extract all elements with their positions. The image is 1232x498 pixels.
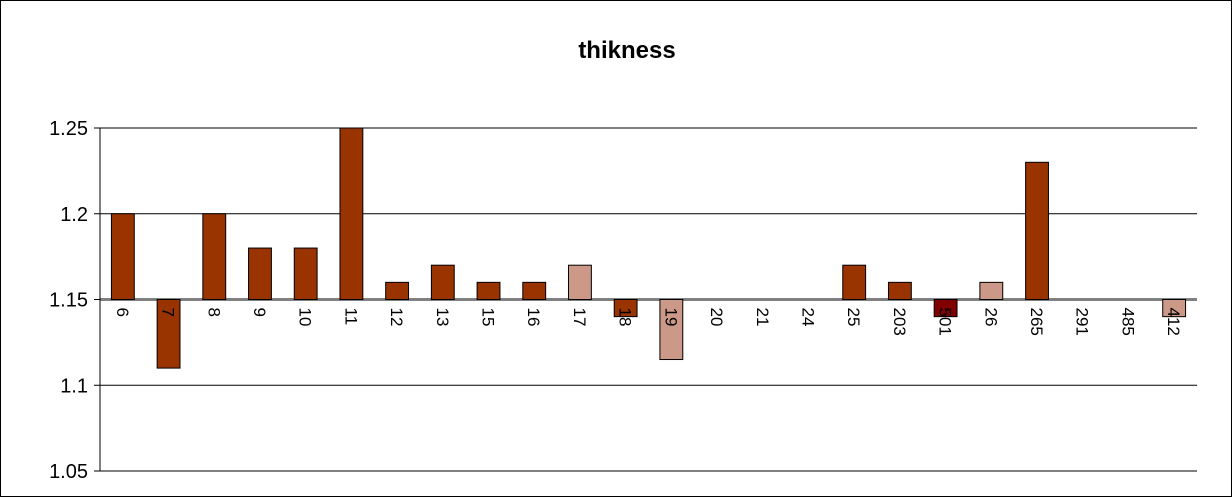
y-tick-label: 1.25 xyxy=(49,118,88,140)
bar xyxy=(156,299,181,369)
x-tick-label: 19 xyxy=(661,308,680,327)
x-tick-label: 10 xyxy=(296,308,315,327)
y-tick-label: 1.15 xyxy=(49,290,88,312)
bar xyxy=(202,213,227,300)
x-tick-label: 12 xyxy=(387,308,406,327)
x-tick-label: 15 xyxy=(479,308,498,327)
x-tick-label: 485 xyxy=(1118,308,1137,336)
bar xyxy=(476,281,501,301)
bar xyxy=(293,247,318,301)
bar xyxy=(613,299,638,318)
bar xyxy=(568,264,592,301)
bar xyxy=(248,247,272,301)
chart-title: thikness xyxy=(578,37,675,64)
bar xyxy=(385,281,410,301)
bar xyxy=(1162,299,1187,318)
y-tick-label: 1.2 xyxy=(60,204,88,226)
x-tick-label: 21 xyxy=(753,308,772,327)
x-tick-label: 203 xyxy=(890,308,909,336)
x-tick-label: 17 xyxy=(570,308,589,327)
bar xyxy=(110,213,135,300)
gridlines xyxy=(100,127,1197,472)
x-tick-label: 7 xyxy=(159,308,178,317)
x-tick-label: 24 xyxy=(798,308,817,327)
bar xyxy=(1025,161,1049,300)
x-tick-label: 11 xyxy=(341,308,360,326)
x-tick-label: 20 xyxy=(707,308,726,327)
x-tick-label: 6 xyxy=(113,308,132,317)
x-tick-label: 9 xyxy=(250,308,269,317)
x-tick-label: 13 xyxy=(433,308,452,327)
x-tick-label: 412 xyxy=(1164,308,1183,336)
bar xyxy=(842,264,867,301)
x-tick-label: 501 xyxy=(936,308,955,336)
y-tick-label: 1.1 xyxy=(60,375,88,397)
bars xyxy=(110,127,1187,369)
bar xyxy=(979,281,1004,301)
bar xyxy=(430,264,455,301)
x-tick-label: 18 xyxy=(616,308,635,327)
x-tick-label: 26 xyxy=(981,308,1000,327)
y-axis: 1.05 1.1 1.15 1.2 1.25 xyxy=(49,118,101,483)
bar xyxy=(339,127,364,300)
bar xyxy=(887,281,912,301)
x-tick-label: 25 xyxy=(844,308,863,327)
x-axis-labels: 6 7 8 9 10 11 12 13 15 16 17 18 19 20 21 24 25 203 501 26 26… xyxy=(113,308,1183,336)
x-tick-label: 8 xyxy=(204,308,223,317)
bar xyxy=(522,281,547,301)
x-tick-label: 16 xyxy=(524,308,543,327)
x-tick-label: 291 xyxy=(1073,308,1092,336)
bar xyxy=(659,299,684,361)
x-tick-label: 265 xyxy=(1027,308,1046,336)
bar xyxy=(933,299,958,318)
y-tick-label: 1.05 xyxy=(49,461,88,483)
